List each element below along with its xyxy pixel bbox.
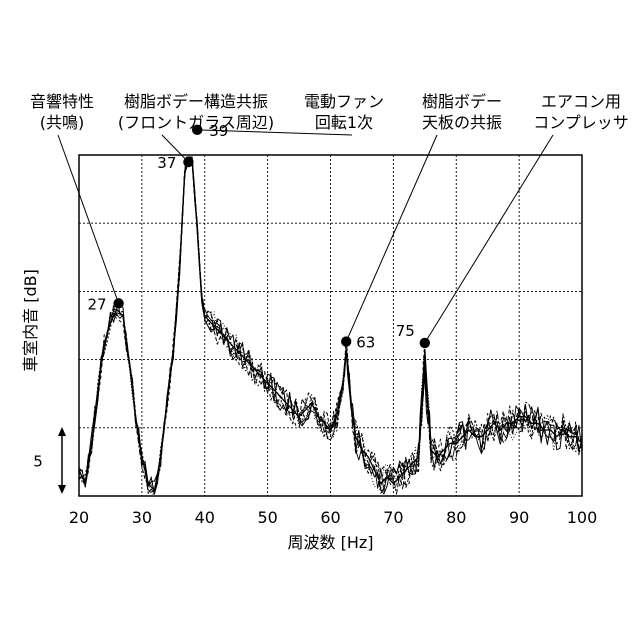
peak-label: 27 <box>88 295 107 313</box>
x-tick-label: 70 <box>383 508 403 527</box>
annotation-leader-line <box>346 135 437 342</box>
peak-marker <box>113 298 123 308</box>
peak-label: 75 <box>396 322 415 340</box>
x-tick-label: 80 <box>446 508 466 527</box>
peak-marker <box>420 338 430 348</box>
scale-bar-arrow-up-icon <box>58 427 66 436</box>
peak-marker <box>192 125 202 135</box>
grid <box>79 155 582 496</box>
x-tick-label: 100 <box>567 508 598 527</box>
y-axis-label: 車室内音 [dB] <box>21 269 40 372</box>
x-tick-label: 30 <box>132 508 152 527</box>
annotation-text: エアコン用 <box>541 92 621 111</box>
x-tick-labels: 20 30 40 50 60 70 80 90 100 <box>69 508 597 527</box>
annotation-leader-line <box>425 135 553 343</box>
annotation-text: 回転1次 <box>315 113 373 132</box>
peak-label: 63 <box>356 334 375 352</box>
annotation-text: 音響特性 <box>30 92 94 111</box>
x-tick-label: 60 <box>320 508 340 527</box>
annotation-text: 電動ファン <box>304 92 384 111</box>
peak-marker <box>183 157 193 167</box>
annotation-text: コンプレッサ <box>533 113 629 132</box>
x-tick-label: 50 <box>257 508 277 527</box>
annotation-text: 樹脂ボデー <box>422 92 502 111</box>
peak-marker <box>341 336 351 346</box>
peak-label: 37 <box>157 154 176 172</box>
x-tick-label: 40 <box>195 508 215 527</box>
peak-label: 39 <box>209 122 228 140</box>
x-tick-label: 90 <box>509 508 529 527</box>
scale-bar: 5 <box>33 427 66 494</box>
scale-bar-label: 5 <box>33 453 43 471</box>
annotation-text: 樹脂ボデー構造共振 <box>124 92 268 111</box>
x-axis-label: 周波数 [Hz] <box>287 533 373 552</box>
peak-markers: 27 37 39 63 75 <box>88 122 430 352</box>
annotation-text: (共鳴) <box>40 113 85 132</box>
x-tick-label: 20 <box>69 508 89 527</box>
scale-bar-arrow-down-icon <box>58 485 66 494</box>
annotation-leader-line <box>58 135 119 303</box>
annotation-text: 天板の共振 <box>422 113 502 132</box>
